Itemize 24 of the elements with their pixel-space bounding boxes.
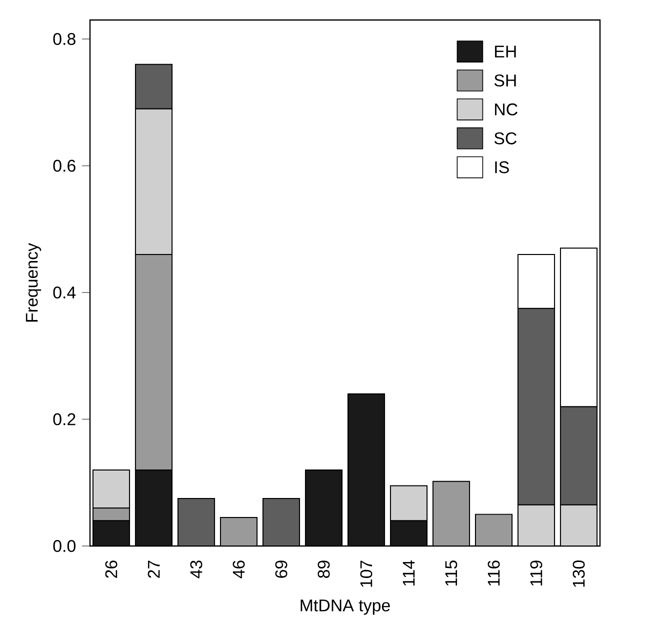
x-tick-label: 107 <box>360 560 372 587</box>
x-tick-label: 46 <box>232 560 245 578</box>
x-tick-label: 27 <box>148 560 160 578</box>
x-tick-label: 114 <box>402 560 415 586</box>
y-tick-label: 0.2 <box>53 413 76 426</box>
x-tick-label: 26 <box>105 560 118 578</box>
x-tick-label: 89 <box>318 560 330 578</box>
y-axis-title: Frequency <box>26 243 42 322</box>
x-axis-title: MtDNA type <box>300 600 390 615</box>
x-tick-label: 116 <box>488 560 500 586</box>
legend-label: IS <box>495 161 509 174</box>
legend-label: EH <box>495 46 516 58</box>
x-tick-label: 119 <box>530 560 542 586</box>
x-tick-label: 69 <box>275 560 288 578</box>
legend-label: SC <box>494 132 517 144</box>
y-tick-label: 0.4 <box>53 286 76 299</box>
y-tick-label: 0.6 <box>53 160 76 172</box>
x-tick-label: 115 <box>445 560 458 586</box>
y-tick-label: 0.0 <box>53 540 76 552</box>
x-tick-label: 130 <box>572 560 585 587</box>
legend-label: SH <box>494 74 516 86</box>
x-tick-label: 43 <box>190 560 202 578</box>
y-tick-label: 0.8 <box>53 33 76 46</box>
legend-label: NC <box>495 103 518 116</box>
